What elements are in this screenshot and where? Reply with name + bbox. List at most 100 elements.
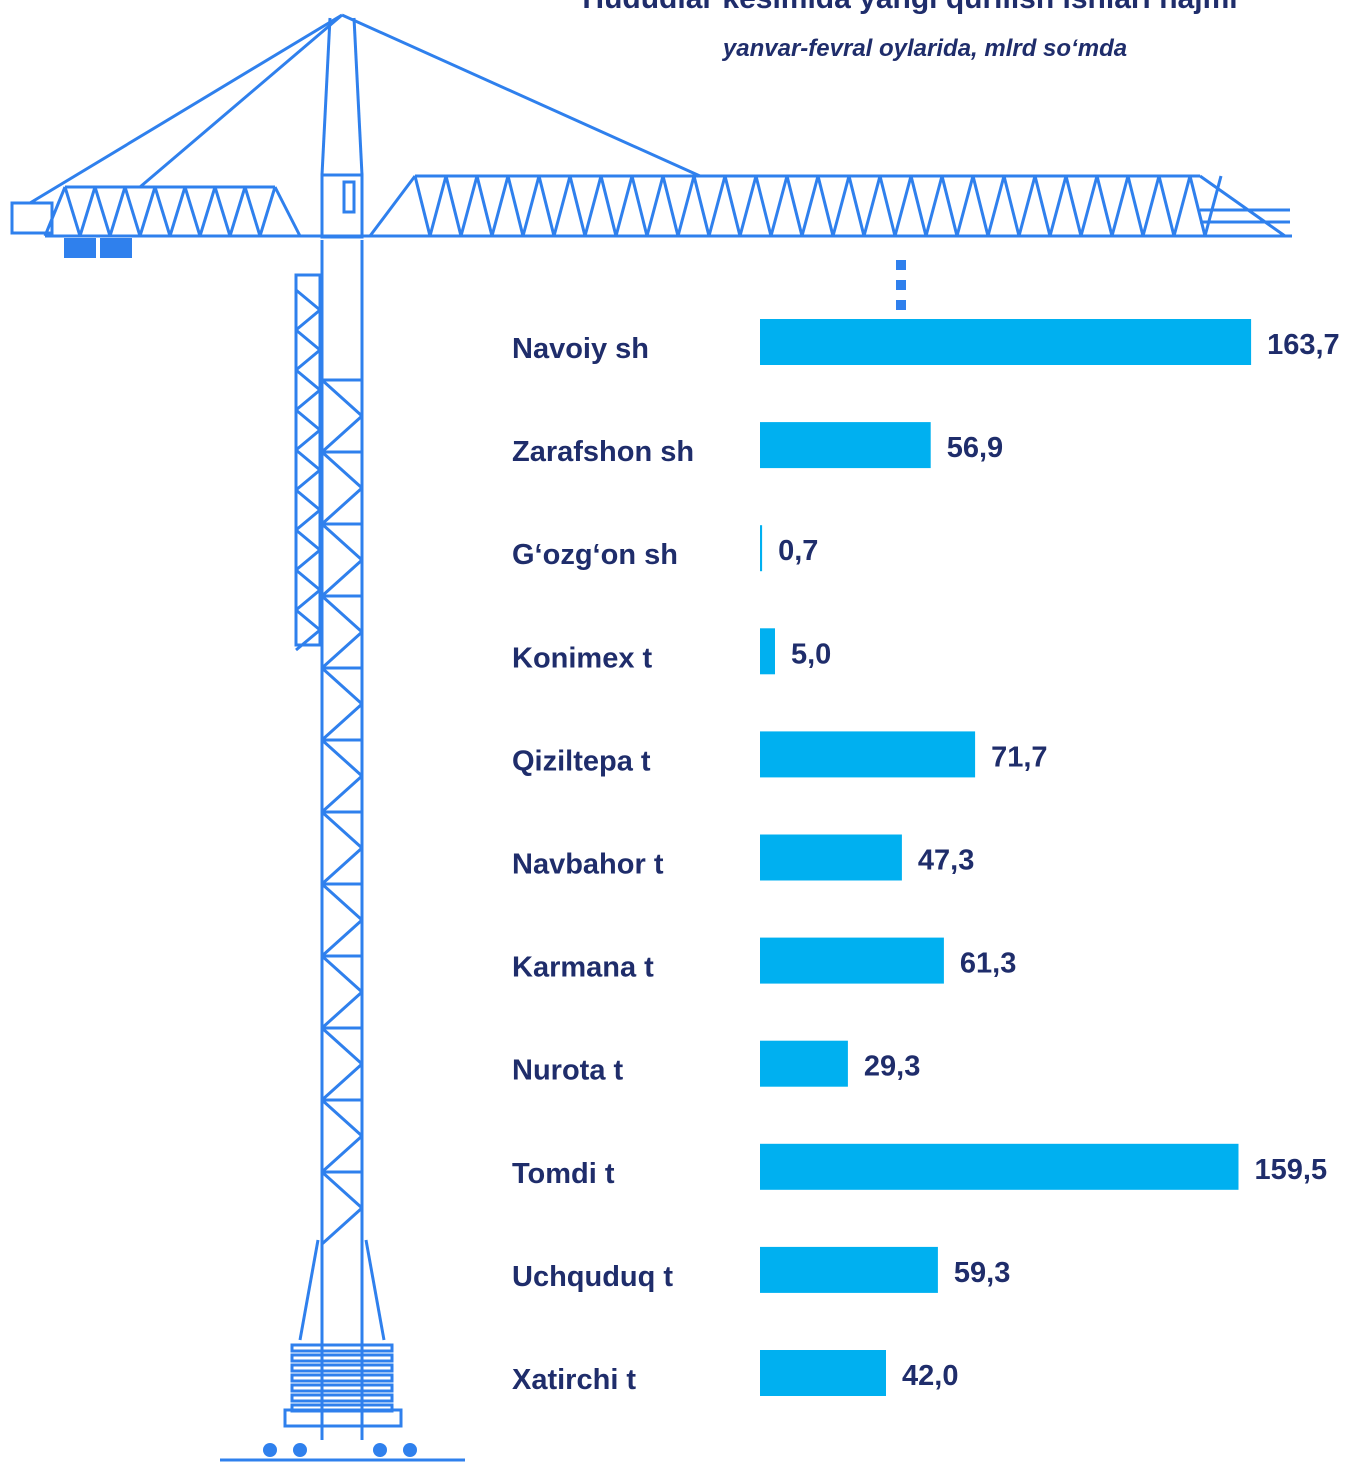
- crane-part: [10, 201, 54, 235]
- crane-part: [295, 528, 321, 552]
- crane-part: [320, 630, 364, 670]
- crane-part: [723, 175, 742, 237]
- crane-part: [320, 810, 364, 850]
- crane-part: [320, 774, 364, 814]
- crane-part: [692, 175, 711, 237]
- crane-part: [320, 990, 364, 1030]
- crane-part: [295, 548, 321, 572]
- category-label: Xatirchi t: [512, 1364, 636, 1396]
- category-label: Karmana t: [512, 952, 654, 984]
- category-label: Tomdi t: [512, 1158, 615, 1190]
- crane-part: [295, 388, 321, 412]
- category-label: G‘ozg‘on sh: [512, 539, 678, 571]
- crane-part: [645, 175, 665, 237]
- value-label: 0,7: [778, 535, 818, 567]
- crane-part: [295, 588, 321, 612]
- crane-part: [320, 1026, 364, 1066]
- crane-part: [896, 280, 906, 290]
- crane-part: [971, 175, 990, 237]
- bar: [760, 1040, 848, 1087]
- crane-part: [290, 1353, 394, 1363]
- crane-part: [64, 238, 96, 258]
- crane-part: [320, 594, 364, 634]
- crane-part: [295, 608, 321, 632]
- crane-part: [1199, 174, 1286, 238]
- crane-part: [403, 1443, 417, 1457]
- crane-part: [878, 175, 897, 237]
- crane-part: [320, 1170, 364, 1210]
- crane-part: [153, 186, 172, 237]
- crane-part: [290, 1363, 394, 1373]
- crane-part: [599, 175, 618, 237]
- crane-part: [320, 558, 364, 598]
- crane-part: [1002, 175, 1021, 237]
- crane-part: [283, 1408, 403, 1428]
- crane-part: [368, 175, 417, 237]
- bar: [760, 731, 976, 778]
- crane-part: [295, 468, 321, 492]
- crane-part: [707, 175, 727, 237]
- value-label: 71,7: [991, 741, 1047, 773]
- crane-part: [138, 186, 157, 237]
- crane-part: [537, 175, 556, 237]
- crane-part: [342, 180, 356, 214]
- crane-part: [273, 186, 302, 237]
- crane-part: [183, 186, 202, 237]
- crane-part: [295, 368, 321, 392]
- chart-subtitle: yanvar-fevral oylarida, mlrd so‘mda: [722, 35, 1127, 62]
- value-label: 56,9: [947, 432, 1003, 464]
- crane-part: [847, 175, 866, 237]
- crane-part: [1126, 175, 1145, 237]
- bar: [760, 937, 944, 984]
- crane-part: [1203, 175, 1223, 237]
- crane-part: [320, 173, 364, 239]
- bar: [760, 525, 763, 572]
- crane-part: [413, 175, 432, 237]
- crane-part: [320, 486, 364, 526]
- bar: [760, 834, 902, 881]
- crane-part: [320, 702, 364, 742]
- bar: [760, 628, 775, 675]
- crane-part: [831, 175, 851, 237]
- crane-part: [1017, 175, 1037, 237]
- value-label: 42,0: [902, 1360, 958, 1392]
- value-label: 47,3: [918, 845, 974, 877]
- crane-part: [568, 175, 587, 237]
- crane-part: [754, 175, 773, 237]
- crane-part: [1079, 175, 1099, 237]
- crane-part: [78, 186, 97, 237]
- crane-part: [139, 13, 343, 189]
- crane-part: [320, 1206, 364, 1246]
- crane-part: [1064, 175, 1083, 237]
- crane-part: [940, 175, 959, 237]
- crane-part: [769, 175, 789, 237]
- crane-part: [320, 738, 364, 778]
- crane-part: [320, 666, 364, 706]
- crane-part: [1157, 175, 1176, 237]
- crane-part: [800, 175, 820, 237]
- category-label: Konimex t: [512, 642, 653, 674]
- crane-part: [320, 1062, 364, 1102]
- crane-part: [986, 175, 1006, 237]
- crane-part: [295, 508, 321, 532]
- crane-part: [1172, 175, 1192, 237]
- crane-part: [614, 175, 634, 237]
- crane-part: [506, 175, 525, 237]
- crane-part: [924, 175, 944, 237]
- value-label: 159,5: [1255, 1154, 1328, 1186]
- crane-part: [320, 954, 364, 994]
- crane-part: [320, 1134, 364, 1174]
- crane-part: [123, 186, 142, 237]
- crane-part: [352, 17, 364, 176]
- crane-part: [290, 1383, 394, 1393]
- crane-part: [1033, 175, 1052, 237]
- crane-part: [320, 414, 364, 454]
- crane-part: [320, 522, 364, 562]
- crane-part: [213, 186, 232, 237]
- crane-part: [909, 175, 928, 237]
- crane-part: [676, 175, 696, 237]
- crane-part: [294, 273, 322, 647]
- category-label: Zarafshon sh: [512, 436, 694, 468]
- crane-part: [295, 348, 321, 372]
